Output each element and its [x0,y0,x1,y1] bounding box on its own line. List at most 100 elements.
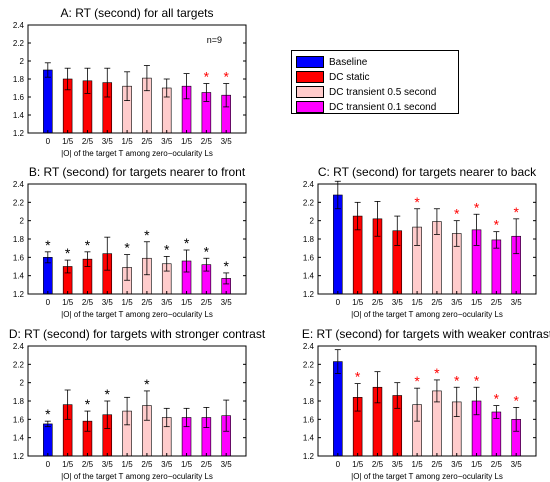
legend-label-dc-transient-05: DC transient 0.5 second [329,86,437,98]
legend-label-dc-transient-01: DC transient 0.1 second [329,101,437,113]
significance-star: * [45,406,51,422]
x-tick-label: 1/5 [412,460,424,469]
significance-star: * [474,199,480,215]
significance-star: * [494,217,500,233]
x-tick-label: 3/5 [102,137,114,146]
panel-d: D: RT (second) for targets with stronger… [9,327,266,481]
x-tick-label: 3/5 [392,460,404,469]
significance-star: * [85,396,91,412]
y-tick-label: 1.4 [303,434,315,443]
significance-star: * [414,373,420,389]
panel-c: C: RT (second) for targets nearer to bac… [303,165,537,319]
y-tick-label: 2.2 [303,198,315,207]
x-tick-label: 2/5 [491,460,503,469]
significance-star: * [144,376,150,392]
y-tick-label: 1.6 [303,415,315,424]
x-tick-label: 2/5 [372,460,384,469]
panel-e: E: RT (second) for targets with weaker c… [302,327,550,481]
x-tick-label: 1/5 [181,298,193,307]
legend-swatch-dc-transient-05 [296,86,324,98]
y-tick-label: 1.8 [303,235,315,244]
y-tick-label: 2.4 [303,180,315,189]
x-tick-label: 3/5 [221,137,233,146]
x-tick-label: 2/5 [491,298,503,307]
x-tick-label: 2/5 [141,137,153,146]
legend-label-baseline: Baseline [329,56,368,68]
significance-star: * [164,241,170,257]
legend-item-dc-transient-05: DC transient 0.5 second [296,85,436,99]
x-tick-label: 1/5 [122,137,134,146]
x-tick-label: 2/5 [201,137,213,146]
significance-star: * [144,227,150,243]
significance-star: * [513,204,519,220]
x-axis-label: |O| of the target T among zero−ocularity… [351,310,503,319]
x-tick-label: 2/5 [201,460,213,469]
y-tick-label: 1.4 [13,272,25,281]
x-tick-label: 1/5 [62,460,74,469]
y-tick-label: 1.8 [13,235,25,244]
x-tick-label: 1/5 [122,460,134,469]
y-tick-label: 2 [310,379,315,388]
y-tick-label: 1.8 [303,397,315,406]
significance-star: * [223,258,229,274]
bar [43,69,53,134]
x-tick-label: 1/5 [352,298,364,307]
x-tick-label: 1/5 [412,298,424,307]
y-tick-label: 2 [20,379,25,388]
panel-b: B: RT (second) for targets nearer to fro… [13,165,247,319]
x-tick-label: 2/5 [431,460,443,469]
x-tick-label: 0 [336,460,341,469]
significance-star: * [105,386,111,402]
significance-star: * [434,365,440,381]
x-tick-label: 2/5 [201,298,213,307]
bar [333,361,343,457]
significance-star: * [414,194,420,210]
bar [333,194,343,295]
x-tick-label: 0 [336,298,341,307]
plot-frame [317,183,537,295]
y-tick-label: 1.6 [13,415,25,424]
y-tick-label: 2.2 [13,39,25,48]
x-tick-label: 3/5 [451,298,463,307]
y-tick-label: 1.2 [13,129,25,138]
legend-swatch-dc-static [296,71,324,83]
x-axis-label: |O| of the target T among zero−ocularity… [61,472,213,481]
panel-title: A: RT (second) for all targets [61,6,214,20]
significance-star: * [454,206,460,222]
significance-star: * [204,69,210,85]
x-tick-label: 0 [46,298,51,307]
legend-swatch-dc-transient-01 [296,101,324,113]
x-tick-label: 3/5 [161,137,173,146]
x-tick-label: 3/5 [221,298,233,307]
y-tick-label: 2 [310,217,315,226]
significance-star: * [513,392,519,408]
plot-frame [27,183,247,295]
y-tick-label: 1.8 [13,75,25,84]
x-tick-label: 1/5 [62,298,74,307]
significance-star: * [223,69,229,85]
y-tick-label: 2 [20,57,25,66]
panel-title: D: RT (second) for targets with stronger… [9,327,266,341]
legend-swatch-baseline [296,56,324,68]
x-tick-label: 3/5 [392,298,404,307]
significance-star: * [65,245,71,261]
x-tick-label: 1/5 [471,298,483,307]
bar [43,423,53,457]
significance-star: * [474,372,480,388]
significance-star: * [184,235,190,251]
significance-star: * [355,369,361,385]
y-tick-label: 2.2 [13,198,25,207]
y-tick-label: 1.4 [13,111,25,120]
significance-star: * [494,391,500,407]
legend-item-dc-static: DC static [296,70,370,84]
x-tick-label: 2/5 [372,298,384,307]
x-tick-label: 1/5 [62,137,74,146]
y-tick-label: 2.2 [303,360,315,369]
y-tick-label: 2.4 [13,342,25,351]
x-tick-label: 3/5 [161,298,173,307]
x-axis-label: |O| of the target T among zero−ocularity… [61,310,213,319]
panel-title: B: RT (second) for targets nearer to fro… [29,165,246,179]
x-tick-label: 0 [46,137,51,146]
x-tick-label: 3/5 [102,460,114,469]
